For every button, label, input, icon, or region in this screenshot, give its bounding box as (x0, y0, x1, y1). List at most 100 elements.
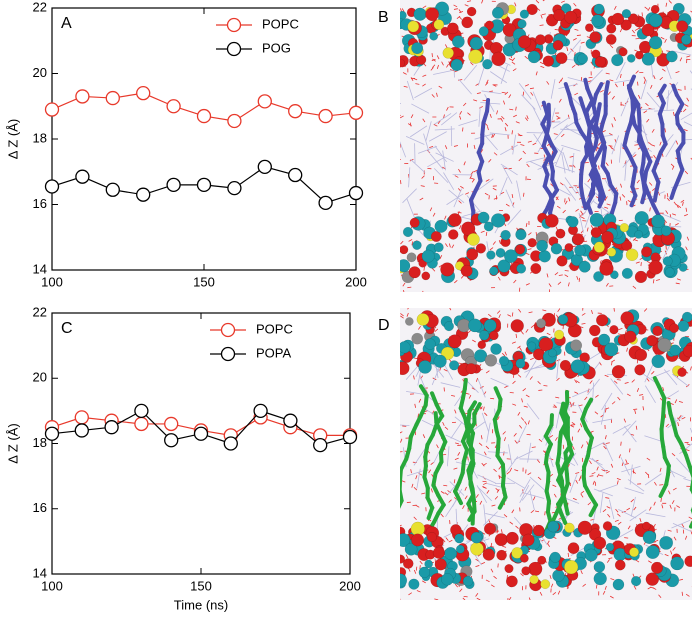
head-atom (564, 11, 577, 24)
head-atom (431, 231, 441, 241)
head-atom (635, 51, 643, 59)
point (46, 427, 59, 440)
point (46, 180, 59, 193)
head-atom (451, 59, 463, 71)
head-atom (611, 54, 623, 66)
head-atom (548, 349, 556, 357)
head-atom (570, 340, 581, 351)
head-atom (594, 242, 605, 253)
head-atom (590, 213, 604, 227)
head-atom (484, 523, 496, 535)
head-atom (658, 338, 672, 352)
point (167, 178, 180, 191)
water (397, 598, 401, 600)
water (553, 407, 557, 408)
panel-label: B (378, 9, 389, 26)
head-atom (665, 267, 674, 276)
head-atom (434, 243, 443, 252)
y-tick-label: 22 (33, 304, 47, 319)
head-atom (533, 525, 544, 536)
head-atom (676, 21, 687, 32)
head-atom (591, 227, 601, 237)
head-atom (642, 522, 650, 530)
legend-label: POG (262, 40, 291, 55)
head-atom (440, 263, 454, 277)
legend-marker (222, 324, 235, 337)
point (165, 417, 178, 430)
head-atom (651, 562, 663, 574)
head-atom (594, 572, 607, 585)
head-atom (567, 216, 578, 227)
head-atom (601, 231, 613, 243)
head-atom (556, 229, 565, 238)
head-atom (397, 59, 405, 67)
x-tick-label: 150 (193, 274, 215, 289)
head-atom (434, 20, 444, 30)
legend-label: POPC (262, 16, 299, 31)
point (135, 417, 148, 430)
point (167, 100, 180, 113)
point (319, 110, 332, 123)
water (397, 314, 400, 316)
water (565, 271, 569, 272)
point (75, 411, 88, 424)
head-atom (635, 365, 646, 376)
head-atom (574, 245, 585, 256)
head-atom (528, 238, 537, 247)
head-atom (556, 52, 567, 63)
head-atom (447, 23, 458, 34)
head-atom (621, 312, 634, 325)
water (457, 445, 461, 446)
head-atom (492, 52, 506, 66)
head-atom (631, 576, 641, 586)
head-atom (627, 54, 635, 62)
head-atom (557, 256, 568, 267)
head-atom (478, 341, 486, 349)
head-atom (485, 354, 497, 366)
head-atom (578, 521, 592, 535)
head-atom (530, 575, 539, 584)
head-atom (558, 314, 568, 324)
head-atom (403, 227, 413, 237)
head-atom (409, 266, 421, 278)
head-atom (635, 211, 649, 225)
head-atom (651, 215, 664, 228)
x-tick-label: 100 (41, 578, 63, 593)
head-atom (585, 24, 593, 32)
point (135, 404, 148, 417)
head-atom (452, 36, 464, 48)
head-atom (425, 339, 436, 350)
point (75, 424, 88, 437)
head-atom (548, 521, 559, 532)
y-tick-label: 16 (33, 196, 47, 211)
head-atom (666, 51, 677, 62)
point (258, 95, 271, 108)
head-atom (441, 573, 453, 585)
point (289, 105, 302, 118)
head-atom (543, 56, 554, 67)
head-atom (455, 534, 464, 543)
head-atom (564, 560, 578, 574)
head-atom (470, 542, 483, 555)
point (344, 430, 357, 443)
head-atom (430, 32, 438, 40)
head-atom (461, 265, 473, 277)
head-atom (478, 212, 489, 223)
head-atom (411, 42, 422, 53)
head-atom (496, 248, 505, 257)
head-atom (641, 247, 651, 257)
point (254, 404, 267, 417)
head-atom (622, 9, 631, 18)
head-atom (448, 230, 458, 240)
head-atom (552, 570, 564, 582)
legend-marker (228, 43, 241, 56)
head-atom (560, 360, 571, 371)
head-atom (408, 21, 419, 32)
head-atom (467, 7, 476, 16)
head-atom (396, 362, 409, 375)
y-tick-label: 18 (33, 130, 47, 145)
head-atom (393, 574, 407, 588)
